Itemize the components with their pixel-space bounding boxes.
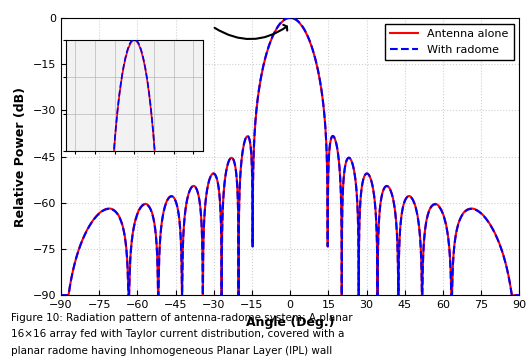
Legend: Antenna alone, With radome: Antenna alone, With radome [385, 23, 514, 60]
Y-axis label: Relative Power (dB): Relative Power (dB) [14, 87, 27, 226]
With radome [435, 203, 441, 208]
Antenna alone [141, 202, 147, 206]
Text: planar radome having Inhomogeneous Planar Layer (IPL) wall: planar radome having Inhomogeneous Plana… [11, 346, 332, 356]
With radome [141, 202, 147, 207]
With radome [400, 204, 407, 209]
With radome [333, 140, 339, 144]
With radome [516, 293, 523, 297]
X-axis label: Angle (Deg.): Angle (Deg.) [246, 316, 334, 329]
Text: 16×16 array fed with Taylor current distribution, covered with a: 16×16 array fed with Taylor current dist… [11, 329, 344, 339]
Text: Figure 10: Radiation pattern of antenna-radome system; A planar: Figure 10: Radiation pattern of antenna-… [11, 313, 352, 323]
Antenna alone [400, 204, 407, 208]
Antenna alone [356, 231, 363, 236]
Line: Antenna alone: Antenna alone [61, 18, 519, 295]
With radome [233, 170, 239, 175]
With radome [284, 16, 290, 20]
With radome [356, 231, 363, 236]
With radome [58, 293, 64, 297]
Antenna alone [233, 170, 239, 175]
Antenna alone [333, 140, 339, 145]
Antenna alone [287, 16, 293, 20]
Antenna alone [516, 293, 523, 297]
Antenna alone [58, 293, 64, 297]
Line: With radome: With radome [61, 18, 519, 295]
Antenna alone [435, 203, 441, 207]
